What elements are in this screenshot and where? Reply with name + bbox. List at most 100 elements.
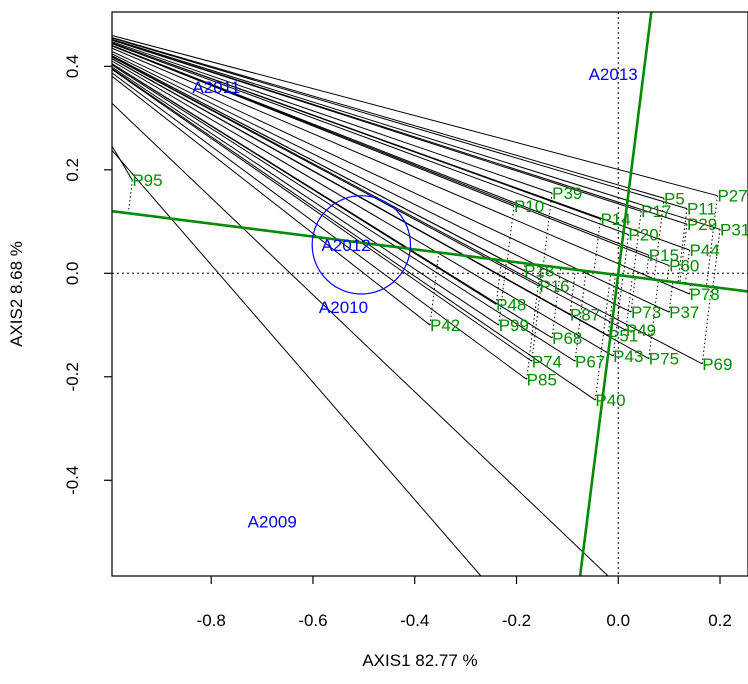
connector-p75 bbox=[648, 280, 659, 359]
segment-p68 bbox=[112, 63, 553, 339]
point-label-p31: P31 bbox=[720, 220, 748, 239]
connector-p74 bbox=[531, 265, 544, 362]
y-axis-ticks: -0.4 -0.2 0.0 0.2 0.4 bbox=[63, 55, 112, 495]
x-tick-label: 0.2 bbox=[708, 611, 732, 630]
connector-p18 bbox=[523, 263, 526, 271]
point-label-p37: P37 bbox=[669, 303, 699, 322]
point-label-p10: P10 bbox=[514, 197, 544, 216]
segment-p5 bbox=[112, 37, 665, 199]
segment-p37 bbox=[112, 50, 670, 313]
segment-p74 bbox=[112, 68, 533, 362]
connector-p11 bbox=[677, 208, 688, 283]
segment-p27 bbox=[112, 34, 718, 197]
plot-frame bbox=[111, 11, 748, 577]
point-label-p75: P75 bbox=[649, 350, 679, 369]
year-label-a2009: A2009 bbox=[248, 513, 297, 532]
point-label-p27: P27 bbox=[717, 187, 747, 206]
point-label-p78: P78 bbox=[689, 285, 719, 304]
segment-diagonal-2 bbox=[112, 149, 482, 576]
connector-p14 bbox=[593, 218, 601, 273]
y-tick-label: 0.0 bbox=[63, 261, 82, 285]
segment-p31 bbox=[112, 38, 721, 230]
point-label-p87: P87 bbox=[570, 306, 600, 325]
y-tick-label: 0.4 bbox=[63, 55, 82, 79]
segment-p29 bbox=[112, 39, 688, 225]
point-label-p99: P99 bbox=[499, 316, 529, 335]
year-label-a2012: A2012 bbox=[321, 236, 370, 255]
connector-p67 bbox=[574, 270, 587, 362]
y-axis-title: AXIS2 8.68 % bbox=[7, 241, 26, 347]
point-label-p95: P95 bbox=[132, 171, 162, 190]
connector-p73 bbox=[630, 277, 636, 313]
point-label-p48: P48 bbox=[496, 295, 526, 314]
connector-p43 bbox=[612, 275, 624, 357]
point-label-p39: P39 bbox=[552, 184, 582, 203]
connector-p42 bbox=[429, 252, 440, 326]
connector-p99 bbox=[498, 260, 507, 326]
y-tick-label: -0.4 bbox=[63, 466, 82, 495]
year-label-a2011: A2011 bbox=[192, 78, 240, 97]
point-label-p11: P11 bbox=[687, 200, 716, 219]
connector-p20 bbox=[622, 234, 629, 276]
point-label-p44: P44 bbox=[689, 241, 719, 260]
x-tick-label: -0.4 bbox=[400, 611, 429, 630]
connector-p95 bbox=[127, 180, 133, 214]
x-axis-title: AXIS1 82.77 % bbox=[362, 651, 477, 670]
segment-p85 bbox=[112, 72, 527, 380]
segment-p11 bbox=[112, 37, 688, 210]
segment-p43 bbox=[112, 60, 614, 357]
x-tick-label: -0.2 bbox=[502, 611, 531, 630]
connector-p10 bbox=[506, 205, 515, 262]
point-label-p74: P74 bbox=[532, 352, 562, 371]
year-label-a2010: A2010 bbox=[319, 298, 368, 317]
connector-p16 bbox=[538, 265, 543, 287]
connector-p17 bbox=[632, 211, 642, 277]
point-label-p67: P67 bbox=[575, 352, 605, 371]
segment-p73 bbox=[112, 53, 632, 313]
segment-p15 bbox=[112, 44, 649, 256]
connector-p85 bbox=[526, 265, 542, 380]
segment-p40 bbox=[112, 68, 596, 401]
dotted-connectors-layer bbox=[127, 180, 721, 401]
point-label-p40: P40 bbox=[595, 391, 625, 410]
segment-p48 bbox=[112, 63, 497, 305]
point-label-p17: P17 bbox=[641, 202, 671, 221]
connector-p78 bbox=[688, 284, 692, 295]
point-label-p16: P16 bbox=[539, 277, 569, 296]
connector-p39 bbox=[542, 193, 553, 266]
year-labels-layer: A2009 A2010 A2011 A2012 A2013 bbox=[192, 65, 637, 532]
segment-p42 bbox=[112, 75, 431, 326]
connector-p44 bbox=[684, 249, 690, 284]
segment-p95 bbox=[112, 145, 133, 181]
fitted-axis-2 bbox=[578, 12, 653, 576]
connector-p37 bbox=[668, 281, 674, 313]
point-label-p73: P73 bbox=[631, 303, 661, 322]
segment-diagonal-1 bbox=[112, 102, 609, 576]
y-tick-label: -0.2 bbox=[63, 362, 82, 391]
reference-lines-layer bbox=[112, 12, 748, 576]
point-label-p20: P20 bbox=[628, 225, 658, 244]
segment-p10 bbox=[112, 45, 515, 207]
point-label-p68: P68 bbox=[552, 329, 582, 348]
fitted-axes-layer bbox=[112, 12, 748, 576]
point-label-p85: P85 bbox=[527, 370, 557, 389]
circle-a2012 bbox=[311, 195, 412, 295]
x-tick-label: 0.0 bbox=[606, 611, 630, 630]
year-label-a2013: A2013 bbox=[589, 65, 638, 84]
point-label-p29: P29 bbox=[687, 215, 717, 234]
segment-p16 bbox=[112, 56, 540, 287]
segments-layer bbox=[112, 34, 721, 576]
segment-p75 bbox=[112, 58, 650, 360]
point-label-p5: P5 bbox=[664, 189, 685, 208]
segment-p99 bbox=[112, 66, 499, 326]
x-axis-ticks: -0.8 -0.6 -0.4 -0.2 0.0 0.2 bbox=[197, 576, 732, 630]
x-tick-label: -0.8 bbox=[197, 611, 226, 630]
x-tick-label: -0.6 bbox=[298, 611, 327, 630]
segment-p69 bbox=[112, 55, 703, 365]
connector-p69 bbox=[701, 286, 713, 364]
segment-p78 bbox=[112, 47, 690, 295]
point-label-p14: P14 bbox=[600, 210, 630, 229]
connector-p60 bbox=[666, 265, 670, 282]
